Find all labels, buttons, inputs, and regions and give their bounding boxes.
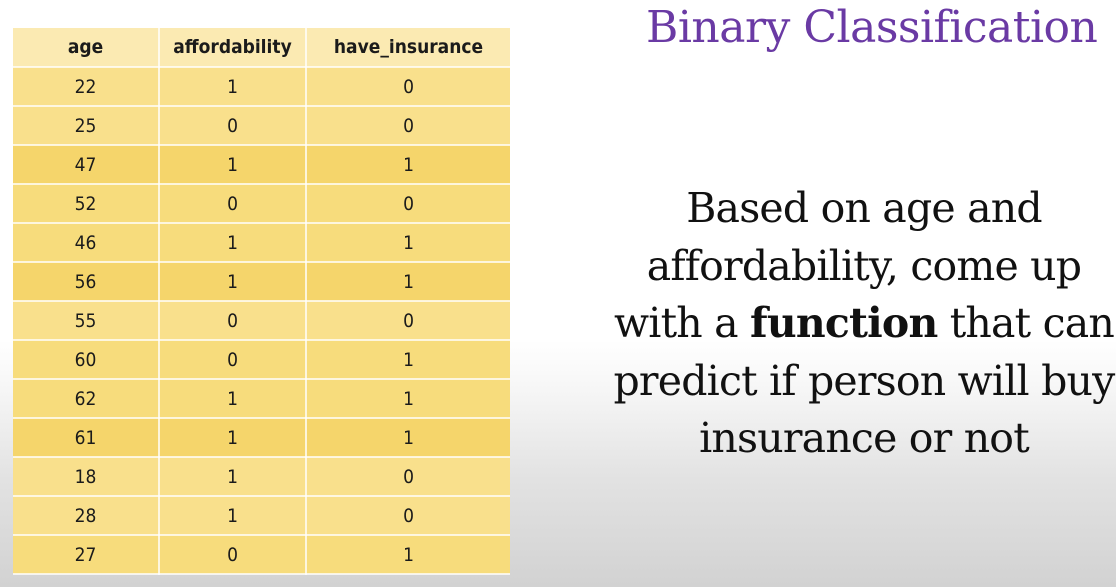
cell-age: 52: [13, 184, 160, 224]
cell-affordability: 0: [159, 301, 307, 341]
cell-affordability: 1: [159, 457, 307, 497]
cell-affordability: 0: [159, 340, 307, 380]
cell-affordability: 1: [159, 418, 307, 458]
cell-have-insurance: 0: [306, 184, 510, 224]
cell-age: 46: [13, 223, 160, 263]
cell-affordability: 1: [159, 67, 307, 107]
table-row: 61 1 1: [13, 418, 510, 458]
cell-affordability: 1: [159, 379, 307, 419]
table-row: 56 1 1: [13, 262, 510, 302]
cell-age: 55: [13, 301, 160, 341]
column-header-affordability: affordability: [159, 28, 307, 68]
cell-have-insurance: 1: [306, 340, 510, 380]
column-header-have-insurance: have_insurance: [306, 28, 510, 68]
data-table-container: age affordability have_insurance 22 1 0 …: [13, 28, 510, 575]
cell-have-insurance: 1: [306, 145, 510, 185]
table-body: 22 1 0 25 0 0 47 1 1 52 0 0 46 1: [13, 67, 510, 575]
table-row: 27 0 1: [13, 535, 510, 575]
cell-age: 60: [13, 340, 160, 380]
cell-have-insurance: 0: [306, 457, 510, 497]
cell-age: 61: [13, 418, 160, 458]
table-row: 55 0 0: [13, 301, 510, 341]
cell-have-insurance: 0: [306, 67, 510, 107]
cell-age: 22: [13, 67, 160, 107]
cell-affordability: 0: [159, 106, 307, 146]
cell-have-insurance: 1: [306, 223, 510, 263]
slide-title: Binary Classification: [646, 2, 1098, 53]
table-row: 18 1 0: [13, 457, 510, 497]
cell-have-insurance: 0: [306, 496, 510, 536]
table-row: 60 0 1: [13, 340, 510, 380]
cell-have-insurance: 1: [306, 418, 510, 458]
table-row: 25 0 0: [13, 106, 510, 146]
cell-affordability: 1: [159, 145, 307, 185]
description-text-before: Based on age and affordability, come up …: [614, 184, 1082, 347]
cell-affordability: 1: [159, 496, 307, 536]
table-header: age affordability have_insurance: [13, 28, 510, 68]
table-row: 47 1 1: [13, 145, 510, 185]
description-text-after: that can predict if person will buy insu…: [613, 299, 1115, 462]
slide-description: Based on age and affordability, come up …: [612, 180, 1116, 468]
cell-have-insurance: 1: [306, 379, 510, 419]
cell-affordability: 0: [159, 184, 307, 224]
insurance-data-table: age affordability have_insurance 22 1 0 …: [13, 28, 510, 575]
cell-affordability: 0: [159, 535, 307, 575]
cell-age: 18: [13, 457, 160, 497]
table-row: 22 1 0: [13, 67, 510, 107]
cell-have-insurance: 1: [306, 262, 510, 302]
cell-age: 28: [13, 496, 160, 536]
cell-age: 62: [13, 379, 160, 419]
table-row: 46 1 1: [13, 223, 510, 263]
cell-affordability: 1: [159, 223, 307, 263]
cell-have-insurance: 1: [306, 535, 510, 575]
cell-age: 56: [13, 262, 160, 302]
cell-affordability: 1: [159, 262, 307, 302]
cell-age: 27: [13, 535, 160, 575]
cell-age: 47: [13, 145, 160, 185]
column-header-age: age: [13, 28, 160, 68]
cell-have-insurance: 0: [306, 106, 510, 146]
table-row: 62 1 1: [13, 379, 510, 419]
table-row: 28 1 0: [13, 496, 510, 536]
header-row: age affordability have_insurance: [13, 28, 510, 68]
table-row: 52 0 0: [13, 184, 510, 224]
cell-have-insurance: 0: [306, 301, 510, 341]
description-bold-term: function: [750, 299, 938, 347]
cell-age: 25: [13, 106, 160, 146]
